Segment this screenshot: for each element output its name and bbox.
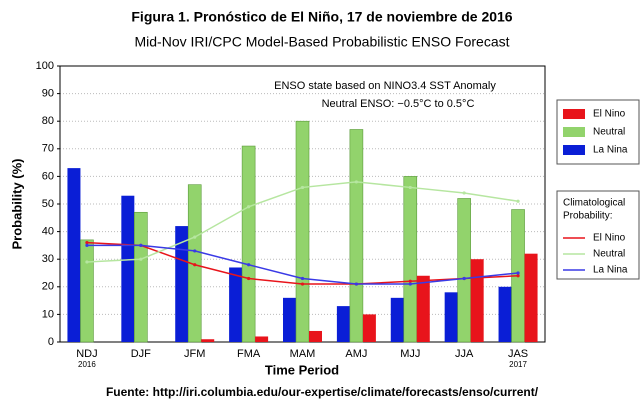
legend-swatch (563, 145, 585, 155)
x-tick-sublabel: 2017 (509, 360, 527, 369)
legend-box (556, 99, 640, 165)
y-tick-label: 60 (42, 170, 54, 182)
bar (349, 129, 364, 343)
bar (336, 306, 350, 342)
y-tick-label: 20 (42, 281, 54, 293)
line-marker (139, 243, 143, 247)
x-tick-label: FMA (237, 348, 261, 360)
bar (362, 314, 376, 342)
y-tick-label: 100 (36, 60, 54, 72)
line-marker (300, 185, 305, 190)
line-marker (85, 243, 89, 247)
bar (175, 226, 189, 342)
legend-box (556, 190, 640, 280)
bar (283, 297, 296, 342)
x-tick-label: AMJ (345, 348, 367, 360)
line-marker (516, 199, 520, 203)
bar (498, 286, 512, 342)
y-tick-label: 80 (42, 115, 54, 127)
bar (444, 292, 458, 342)
y-tick-label: 90 (42, 88, 54, 100)
line-marker (300, 282, 305, 286)
bar (255, 336, 269, 342)
bar (80, 239, 94, 343)
line-marker (85, 260, 89, 264)
line-marker (247, 276, 251, 281)
line-marker (85, 241, 89, 245)
line-marker (193, 249, 197, 253)
line-marker (300, 276, 305, 281)
x-axis-label: Time Period (265, 362, 339, 377)
legend-label: La Nina (593, 265, 628, 276)
line-marker (193, 263, 197, 267)
line-marker (462, 191, 466, 195)
line-marker (516, 271, 520, 275)
x-tick-label: JAS (508, 348, 528, 360)
y-tick-label: 50 (42, 198, 54, 210)
legend-label: Neutral (593, 127, 625, 138)
line-marker (354, 282, 358, 286)
x-tick-label: JJA (455, 348, 474, 360)
y-axis-label: Probability (%) (9, 158, 24, 249)
legend-title: Climatological (563, 198, 625, 209)
line-marker (516, 274, 520, 278)
legend-label: La Nina (593, 145, 628, 156)
annotation: ENSO state based on NINO3.4 SST Anomaly (274, 80, 496, 92)
y-tick-label: 10 (42, 308, 54, 320)
bar (390, 297, 404, 342)
x-tick-label: JFM (184, 348, 205, 360)
bar (457, 198, 471, 343)
line-marker (462, 276, 466, 281)
y-tick-label: 40 (42, 226, 54, 238)
bar (524, 253, 538, 342)
bar (416, 275, 430, 342)
legend-swatch (563, 127, 585, 137)
line-marker (193, 235, 197, 239)
line-marker (408, 279, 412, 283)
bar (229, 267, 243, 342)
line-marker (408, 185, 412, 190)
legend-title: Probability: (563, 211, 612, 222)
y-tick-label: 70 (42, 143, 54, 155)
annotation: Neutral ENSO: −0.5°C to 0.5°C (322, 98, 475, 110)
bar (121, 195, 135, 342)
bar (67, 168, 81, 342)
line-marker (354, 180, 358, 184)
line-marker (139, 257, 143, 261)
y-tick-label: 0 (48, 336, 54, 348)
y-tick-label: 30 (42, 253, 54, 265)
line-marker (247, 205, 251, 209)
line-marker (408, 282, 412, 286)
chart-title: Figura 1. Pronóstico de El Niño, 17 de n… (131, 9, 512, 25)
legend-swatch (563, 109, 585, 119)
bar (295, 120, 310, 343)
legend-label: El Nino (593, 109, 626, 120)
bar (134, 211, 148, 343)
x-tick-label: MAM (290, 348, 316, 360)
bar (403, 176, 418, 343)
bar (241, 145, 256, 343)
x-tick-label: NDJ (76, 348, 97, 360)
x-tick-label: DJF (131, 348, 151, 360)
bar (201, 339, 215, 342)
legend-label: El Nino (593, 233, 626, 244)
bar (309, 330, 322, 342)
bar (470, 259, 484, 342)
line-marker (247, 263, 251, 267)
legend-label: Neutral (593, 249, 625, 260)
chart-subtitle: Mid-Nov IRI/CPC Model-Based Probabilisti… (134, 34, 509, 50)
x-tick-label: MJJ (400, 348, 420, 360)
source: Fuente: http://iri.columbia.edu/our-expe… (106, 385, 539, 399)
x-tick-sublabel: 2016 (78, 360, 96, 369)
